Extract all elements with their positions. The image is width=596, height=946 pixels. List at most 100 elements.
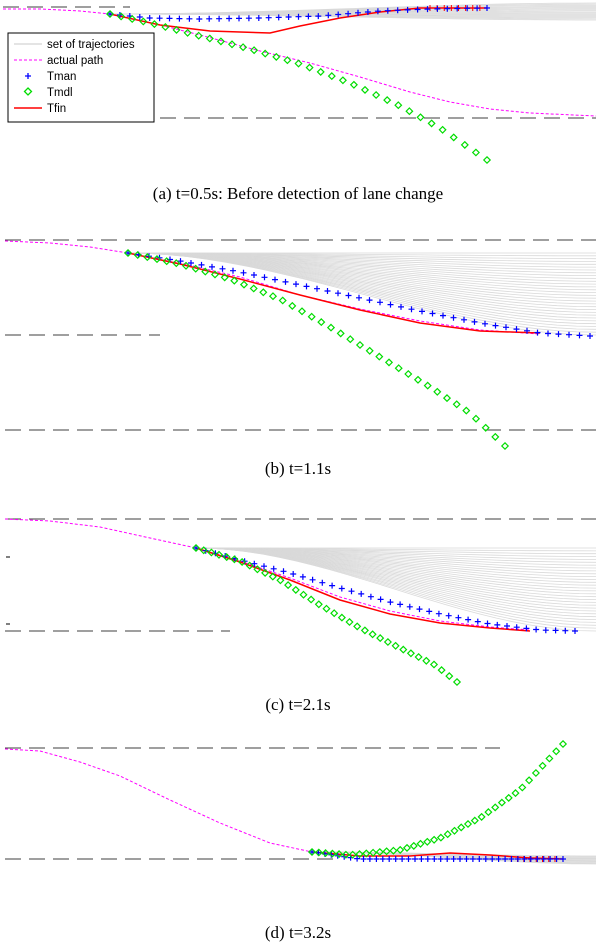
tman-marker	[275, 14, 282, 21]
legend-label-tfin: Tfin	[47, 103, 66, 115]
tmdl-marker	[230, 555, 239, 564]
tmdl-marker	[341, 850, 350, 859]
tman-marker	[206, 15, 213, 22]
tman-marker	[471, 318, 478, 325]
tmdl-marker	[253, 565, 262, 574]
tman-marker	[457, 856, 463, 862]
tmdl-marker	[268, 292, 278, 301]
tman-marker	[387, 301, 394, 308]
tman-marker	[392, 856, 399, 862]
tmdl-marker	[491, 432, 500, 441]
tmdl-marker	[238, 557, 247, 567]
tmdl-marker	[150, 20, 159, 29]
tman-marker	[193, 545, 199, 551]
tmdl-marker	[307, 595, 316, 604]
tmdl-marker	[362, 849, 371, 858]
tman-marker	[272, 276, 278, 283]
tmdl-marker	[481, 423, 490, 432]
tman-marker	[405, 856, 412, 862]
legend-label-actual-path: actual path	[47, 55, 103, 67]
tman-marker	[482, 856, 489, 862]
tman-marker	[394, 7, 401, 14]
tman-marker	[492, 322, 499, 329]
tmdl-marker	[438, 125, 447, 134]
tmdl-marker	[457, 823, 466, 832]
tman-marker	[230, 267, 236, 274]
tmdl-marker	[172, 259, 181, 268]
tmdl-marker	[346, 335, 355, 344]
tman-marker	[338, 585, 345, 592]
tman-marker	[345, 292, 352, 299]
tman-marker	[513, 326, 520, 333]
tmdl-marker	[365, 346, 374, 355]
tmdl-marker	[402, 843, 412, 852]
tmdl-marker	[445, 672, 454, 681]
legend-label-trajectories: set of trajectories	[47, 39, 135, 51]
tman-marker	[261, 563, 267, 570]
tman-marker	[136, 14, 143, 20]
tman-marker	[408, 306, 415, 313]
tman-marker	[555, 331, 562, 338]
tmdl-marker	[414, 652, 423, 662]
tman-marker	[358, 590, 365, 597]
tmdl-marker	[291, 585, 300, 594]
tmdl-marker	[413, 375, 423, 384]
tmdl-marker	[345, 617, 354, 627]
panel-c	[4, 518, 596, 687]
tman-marker	[314, 285, 320, 292]
tman-marker	[360, 856, 367, 862]
tmdl-marker	[422, 656, 431, 665]
tmdl-marker	[249, 284, 258, 293]
tman-marker	[374, 8, 381, 15]
tmdl-marker	[355, 850, 364, 859]
tmdl-marker	[484, 808, 493, 817]
tmdl-marker	[123, 248, 133, 258]
tman-marker	[437, 856, 444, 862]
trajectory-line	[195, 547, 596, 632]
tmdl-marker	[460, 140, 469, 149]
caption-c: (c) t=2.1s	[265, 695, 330, 714]
tman-marker	[373, 856, 380, 862]
tmdl-marker	[471, 148, 480, 157]
tman-marker	[305, 13, 312, 20]
tmdl-marker	[369, 848, 378, 857]
tmdl-marker	[227, 40, 237, 49]
tmdl-marker	[210, 270, 220, 279]
tmdl-marker	[316, 67, 325, 76]
caption-d: (d) t=3.2s	[265, 923, 331, 942]
tman-marker	[414, 6, 421, 13]
tman-marker	[366, 297, 373, 304]
legend-box	[7, 32, 155, 123]
tman-marker	[461, 316, 467, 323]
tmdl-marker	[128, 14, 137, 24]
tman-marker	[328, 851, 335, 858]
tman-marker	[513, 624, 520, 631]
panel-a	[3, 2, 596, 165]
tfin-line	[127, 252, 541, 334]
tman-marker	[527, 856, 534, 862]
tman-marker	[356, 294, 362, 301]
tmdl-marker	[181, 261, 191, 270]
tman-marker	[324, 288, 331, 294]
tman-marker	[476, 856, 483, 862]
tmdl-marker	[259, 288, 268, 297]
tmdl-marker	[500, 441, 510, 451]
tman-marker	[431, 856, 438, 862]
tmdl-marker	[161, 22, 170, 32]
tman-marker	[426, 608, 433, 615]
tmdl-marker	[328, 849, 337, 858]
tmdl-marker	[470, 816, 479, 825]
tmdl-marker	[558, 739, 568, 749]
tmdl-marker	[307, 847, 317, 857]
tmdl-marker	[429, 660, 439, 669]
tmdl-marker	[284, 581, 293, 590]
tmdl-marker	[330, 609, 339, 618]
tman-marker	[445, 612, 452, 619]
tfin-line	[195, 547, 531, 632]
tman-marker	[429, 310, 436, 317]
caption-a: (a) t=0.5s: Before detection of lane cha…	[153, 184, 443, 203]
tman-marker	[366, 856, 373, 862]
legend-label-tman: Tman	[47, 71, 76, 83]
chart-legend: set of trajectories actual path Tman Tmd…	[7, 32, 155, 123]
tman-marker	[424, 6, 431, 13]
